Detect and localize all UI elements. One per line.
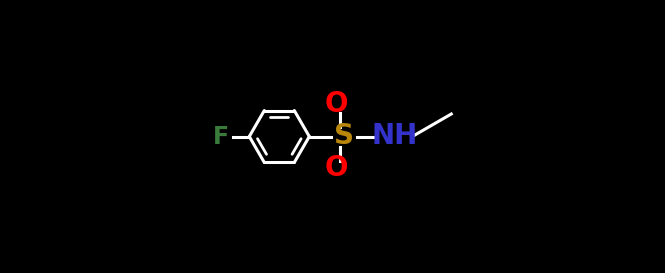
Text: O: O	[325, 91, 348, 118]
Text: NH: NH	[371, 123, 418, 150]
Text: F: F	[213, 124, 229, 149]
Text: S: S	[334, 123, 354, 150]
Text: O: O	[325, 155, 348, 182]
